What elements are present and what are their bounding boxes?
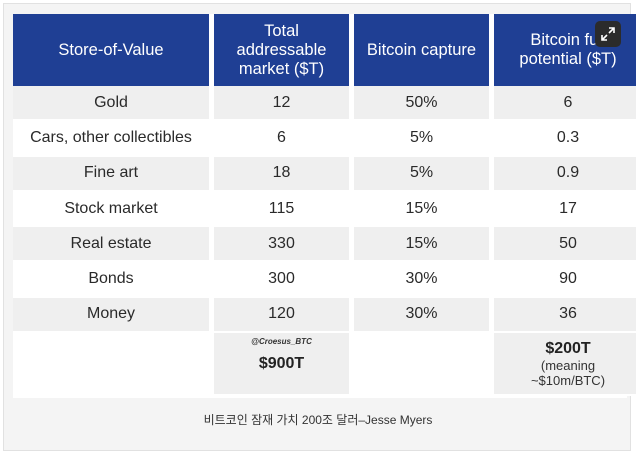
row-tam: 12 (214, 86, 349, 122)
total-tam-value: $900T (258, 354, 305, 372)
row-tam: 120 (214, 297, 349, 334)
row-capture: 15% (354, 191, 489, 228)
bitcoin-potential-table: Store-of-Value Total addressable market … (13, 14, 636, 398)
row-capture: 5% (354, 156, 489, 192)
row-label: Money (13, 297, 209, 334)
row-potential: 50 (494, 227, 636, 263)
row-potential: 6 (494, 86, 636, 122)
header-store-of-value: Store-of-Value (13, 14, 209, 86)
row-label: Cars, other collectibles (13, 121, 209, 157)
row-capture: 50% (354, 86, 489, 122)
table-grid: Store-of-Value Total addressable market … (13, 14, 636, 398)
image-frame: Store-of-Value Total addressable market … (3, 3, 636, 451)
header-bitcoin-capture: Bitcoin capture (354, 14, 489, 86)
total-tam-cell: @Croesus_BTC $900T (214, 333, 349, 397)
total-potential-note: (meaning ~$10m/BTC) (530, 357, 606, 388)
row-capture: 30% (354, 297, 489, 334)
row-tam: 18 (214, 156, 349, 192)
row-label: Stock market (13, 191, 209, 228)
row-capture: 15% (354, 227, 489, 263)
row-potential: 0.3 (494, 121, 636, 157)
row-potential: 0.9 (494, 156, 636, 192)
row-label: Real estate (13, 227, 209, 263)
row-tam: 115 (214, 191, 349, 228)
expand-button[interactable] (595, 21, 621, 47)
row-label: Fine art (13, 156, 209, 192)
totals-blank (354, 333, 489, 397)
row-tam: 330 (214, 227, 349, 263)
image-caption: 비트코인 잠재 가치 200조 달러–Jesse Myers (203, 413, 433, 427)
row-capture: 5% (354, 121, 489, 157)
row-tam: 6 (214, 121, 349, 157)
expand-icon (601, 27, 615, 41)
header-total-addressable-market: Total addressable market ($T) (214, 14, 349, 86)
row-capture: 30% (354, 262, 489, 298)
total-potential-value: $200T (545, 339, 591, 357)
row-potential: 90 (494, 262, 636, 298)
total-potential-cell: $200T (meaning ~$10m/BTC) (494, 333, 636, 397)
row-label: Gold (13, 86, 209, 122)
watermark-text: @Croesus_BTC (251, 337, 312, 347)
row-potential: 36 (494, 297, 636, 334)
row-potential: 17 (494, 191, 636, 228)
row-tam: 300 (214, 262, 349, 298)
row-label: Bonds (13, 262, 209, 298)
totals-blank (13, 333, 209, 397)
